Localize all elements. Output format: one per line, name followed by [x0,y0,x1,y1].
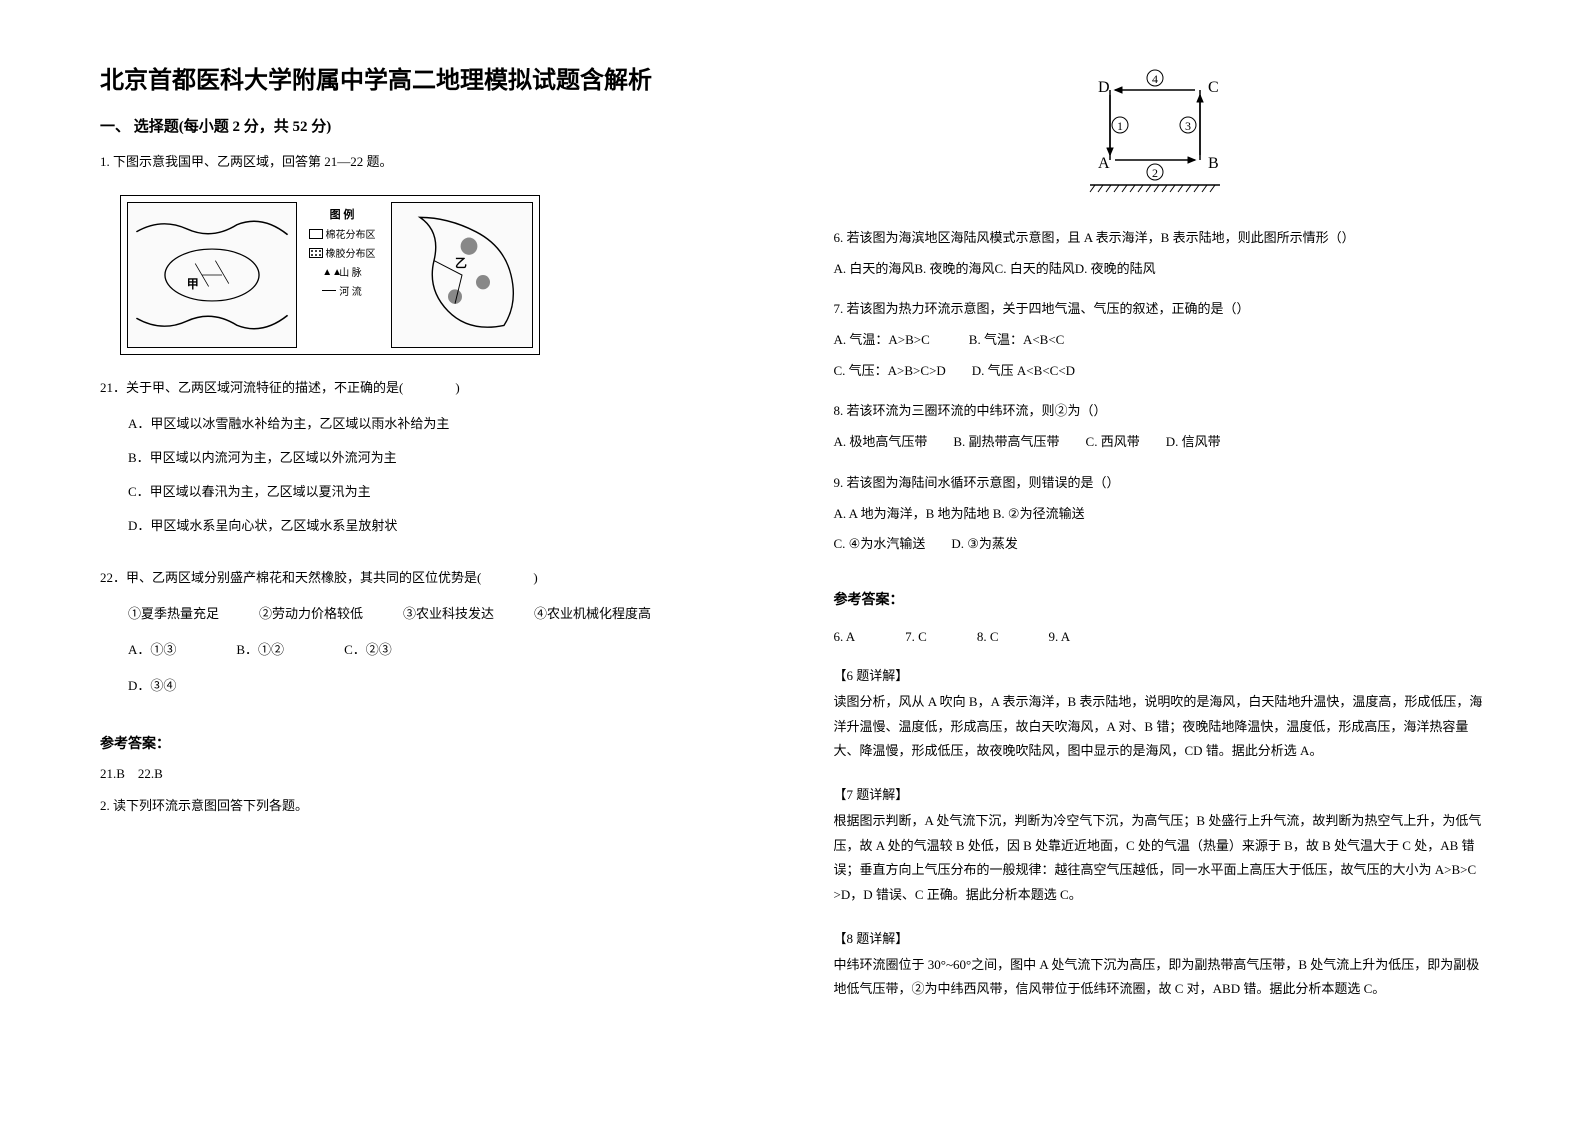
ans-6: 6. A [834,629,856,645]
map-label-yi: 乙 [455,254,467,271]
q6-stem: 6. 若该图为海滨地区海陆风模式示意图，且 A 表示海洋，B 表示陆地，则此图所… [834,226,1488,251]
map-region-yi: 乙 [391,202,533,348]
q2-intro: 2. 读下列环流示意图回答下列各题。 [100,794,754,817]
q22-sub-3: ③农业科技发达 [403,601,494,627]
section-header: 一、 选择题(每小题 2 分，共 52 分) [100,115,754,136]
q7-options-ab: A. 气温：A>B>C B. 气温：A<B<C [834,328,1488,353]
q21-option-b: B．甲区域以内流河为主，乙区域以外流河为主 [128,445,754,471]
q7-options-cd: C. 气压：A>B>C>D D. 气压 A<B<C<D [834,359,1488,384]
q8: 8. 若该环流为三圈环流的中纬环流，则②为（） A. 极地高气压带 B. 副热带… [834,399,1488,460]
q6: 6. 若该图为海滨地区海陆风模式示意图，且 A 表示海洋，B 表示陆地，则此图所… [834,226,1488,287]
detail8-header: 【8 题详解】 [834,928,1488,947]
q22: 22．甲、乙两区域分别盛产棉花和天然橡胶，其共同的区位优势是( ) ①夏季热量充… [100,565,754,699]
q9-stem: 9. 若该图为海陆间水循环示意图，则错误的是（） [834,471,1488,496]
diagram-label-c: C [1208,79,1219,96]
q6-options: A. 白天的海风B. 夜晚的海风C. 白天的陆风D. 夜晚的陆风 [834,257,1488,282]
q9: 9. 若该图为海陆间水循环示意图，则错误的是（） A. A 地为海洋，B 地为陆… [834,471,1488,563]
legend-item-3: 河 流 [339,283,362,298]
answer-header-1: 参考答案： [100,733,754,753]
q1-intro: 1. 下图示意我国甲、乙两区域，回答第 21—22 题。 [100,150,754,173]
q22-option-b: B．①② [236,637,284,663]
diagram-label-b: B [1208,155,1219,172]
detail6-header: 【6 题详解】 [834,665,1488,684]
diagram-label-d: D [1098,79,1110,96]
q22-sub-4: ④农业机械化程度高 [534,601,651,627]
diagram-arrow-3: 3 [1185,119,1191,133]
ans-9: 9. A [1049,629,1071,645]
detail7-text: 根据图示判断，A 处气流下沉，判断为冷空气下沉，为高气压；B 处盛行上升气流，故… [834,809,1488,908]
q21-option-c: C．甲区域以春汛为主，乙区域以夏汛为主 [128,479,754,505]
q8-options: A. 极地高气压带 B. 副热带高气压带 C. 西风带 D. 信风带 [834,430,1488,455]
q8-stem: 8. 若该环流为三圈环流的中纬环流，则②为（） [834,399,1488,424]
answer-header-2: 参考答案： [834,589,1488,609]
q21-stem: 21．关于甲、乙两区域河流特征的描述，不正确的是( ) [100,375,754,401]
q22-option-d: D．③④ [128,673,176,699]
q22-option-c: C．②③ [344,637,392,663]
answer-line-1: 21.B 22.B [100,763,754,782]
detail6-text: 读图分析，风从 A 吹向 B，A 表示海洋，B 表示陆地，说明吹的是海风，白天陆… [834,690,1488,764]
q22-sub-2: ②劳动力价格较低 [259,601,363,627]
page-title: 北京首都医科大学附属中学高二地理模拟试题含解析 [100,60,754,95]
map-region-jia: 甲 [127,202,297,348]
diagram-arrow-1: 1 [1117,119,1123,133]
diagram-arrow-4: 4 [1152,72,1158,86]
detail7-header: 【7 题详解】 [834,784,1488,803]
map-figure: 甲 图 例 棉花分布区 橡胶分布区 ▲▲山 脉 河 流 乙 [120,195,540,355]
circulation-diagram: D C A B 1 2 3 4 [1060,60,1260,210]
legend-item-1: 橡胶分布区 [326,245,376,260]
q9-options-cd: C. ④为水汽输送 D. ③为蒸发 [834,532,1488,557]
q22-sub-1: ①夏季热量充足 [128,601,219,627]
q22-stem: 22．甲、乙两区域分别盛产棉花和天然橡胶，其共同的区位优势是( ) [100,565,754,591]
diagram-arrow-2: 2 [1152,166,1158,180]
answers-row: 6. A 7. C 8. C 9. A [834,629,1488,645]
map-legend: 图 例 棉花分布区 橡胶分布区 ▲▲山 脉 河 流 [297,202,387,348]
legend-item-2: 山 脉 [339,264,362,279]
q7-stem: 7. 若该图为热力环流示意图，关于四地气温、气压的叙述，正确的是（） [834,297,1488,322]
q21-option-a: A．甲区域以冰雪融水补给为主，乙区域以雨水补给为主 [128,411,754,437]
diagram-label-a: A [1098,155,1110,172]
q9-options-ab: A. A 地为海洋，B 地为陆地 B. ②为径流输送 [834,502,1488,527]
q22-option-a: A．①③ [128,637,176,663]
q21-option-d: D．甲区域水系呈向心状，乙区域水系呈放射状 [128,513,754,539]
legend-title: 图 例 [330,206,355,222]
detail8-text: 中纬环流圈位于 30°~60°之间，图中 A 处气流下沉为高压，即为副热带高气压… [834,953,1488,1002]
legend-item-0: 棉花分布区 [326,226,376,241]
map-label-jia: 甲 [187,275,199,292]
q21: 21．关于甲、乙两区域河流特征的描述，不正确的是( ) A．甲区域以冰雪融水补给… [100,375,754,547]
q7: 7. 若该图为热力环流示意图，关于四地气温、气压的叙述，正确的是（） A. 气温… [834,297,1488,389]
ans-8: 8. C [977,629,999,645]
ans-7: 7. C [905,629,927,645]
